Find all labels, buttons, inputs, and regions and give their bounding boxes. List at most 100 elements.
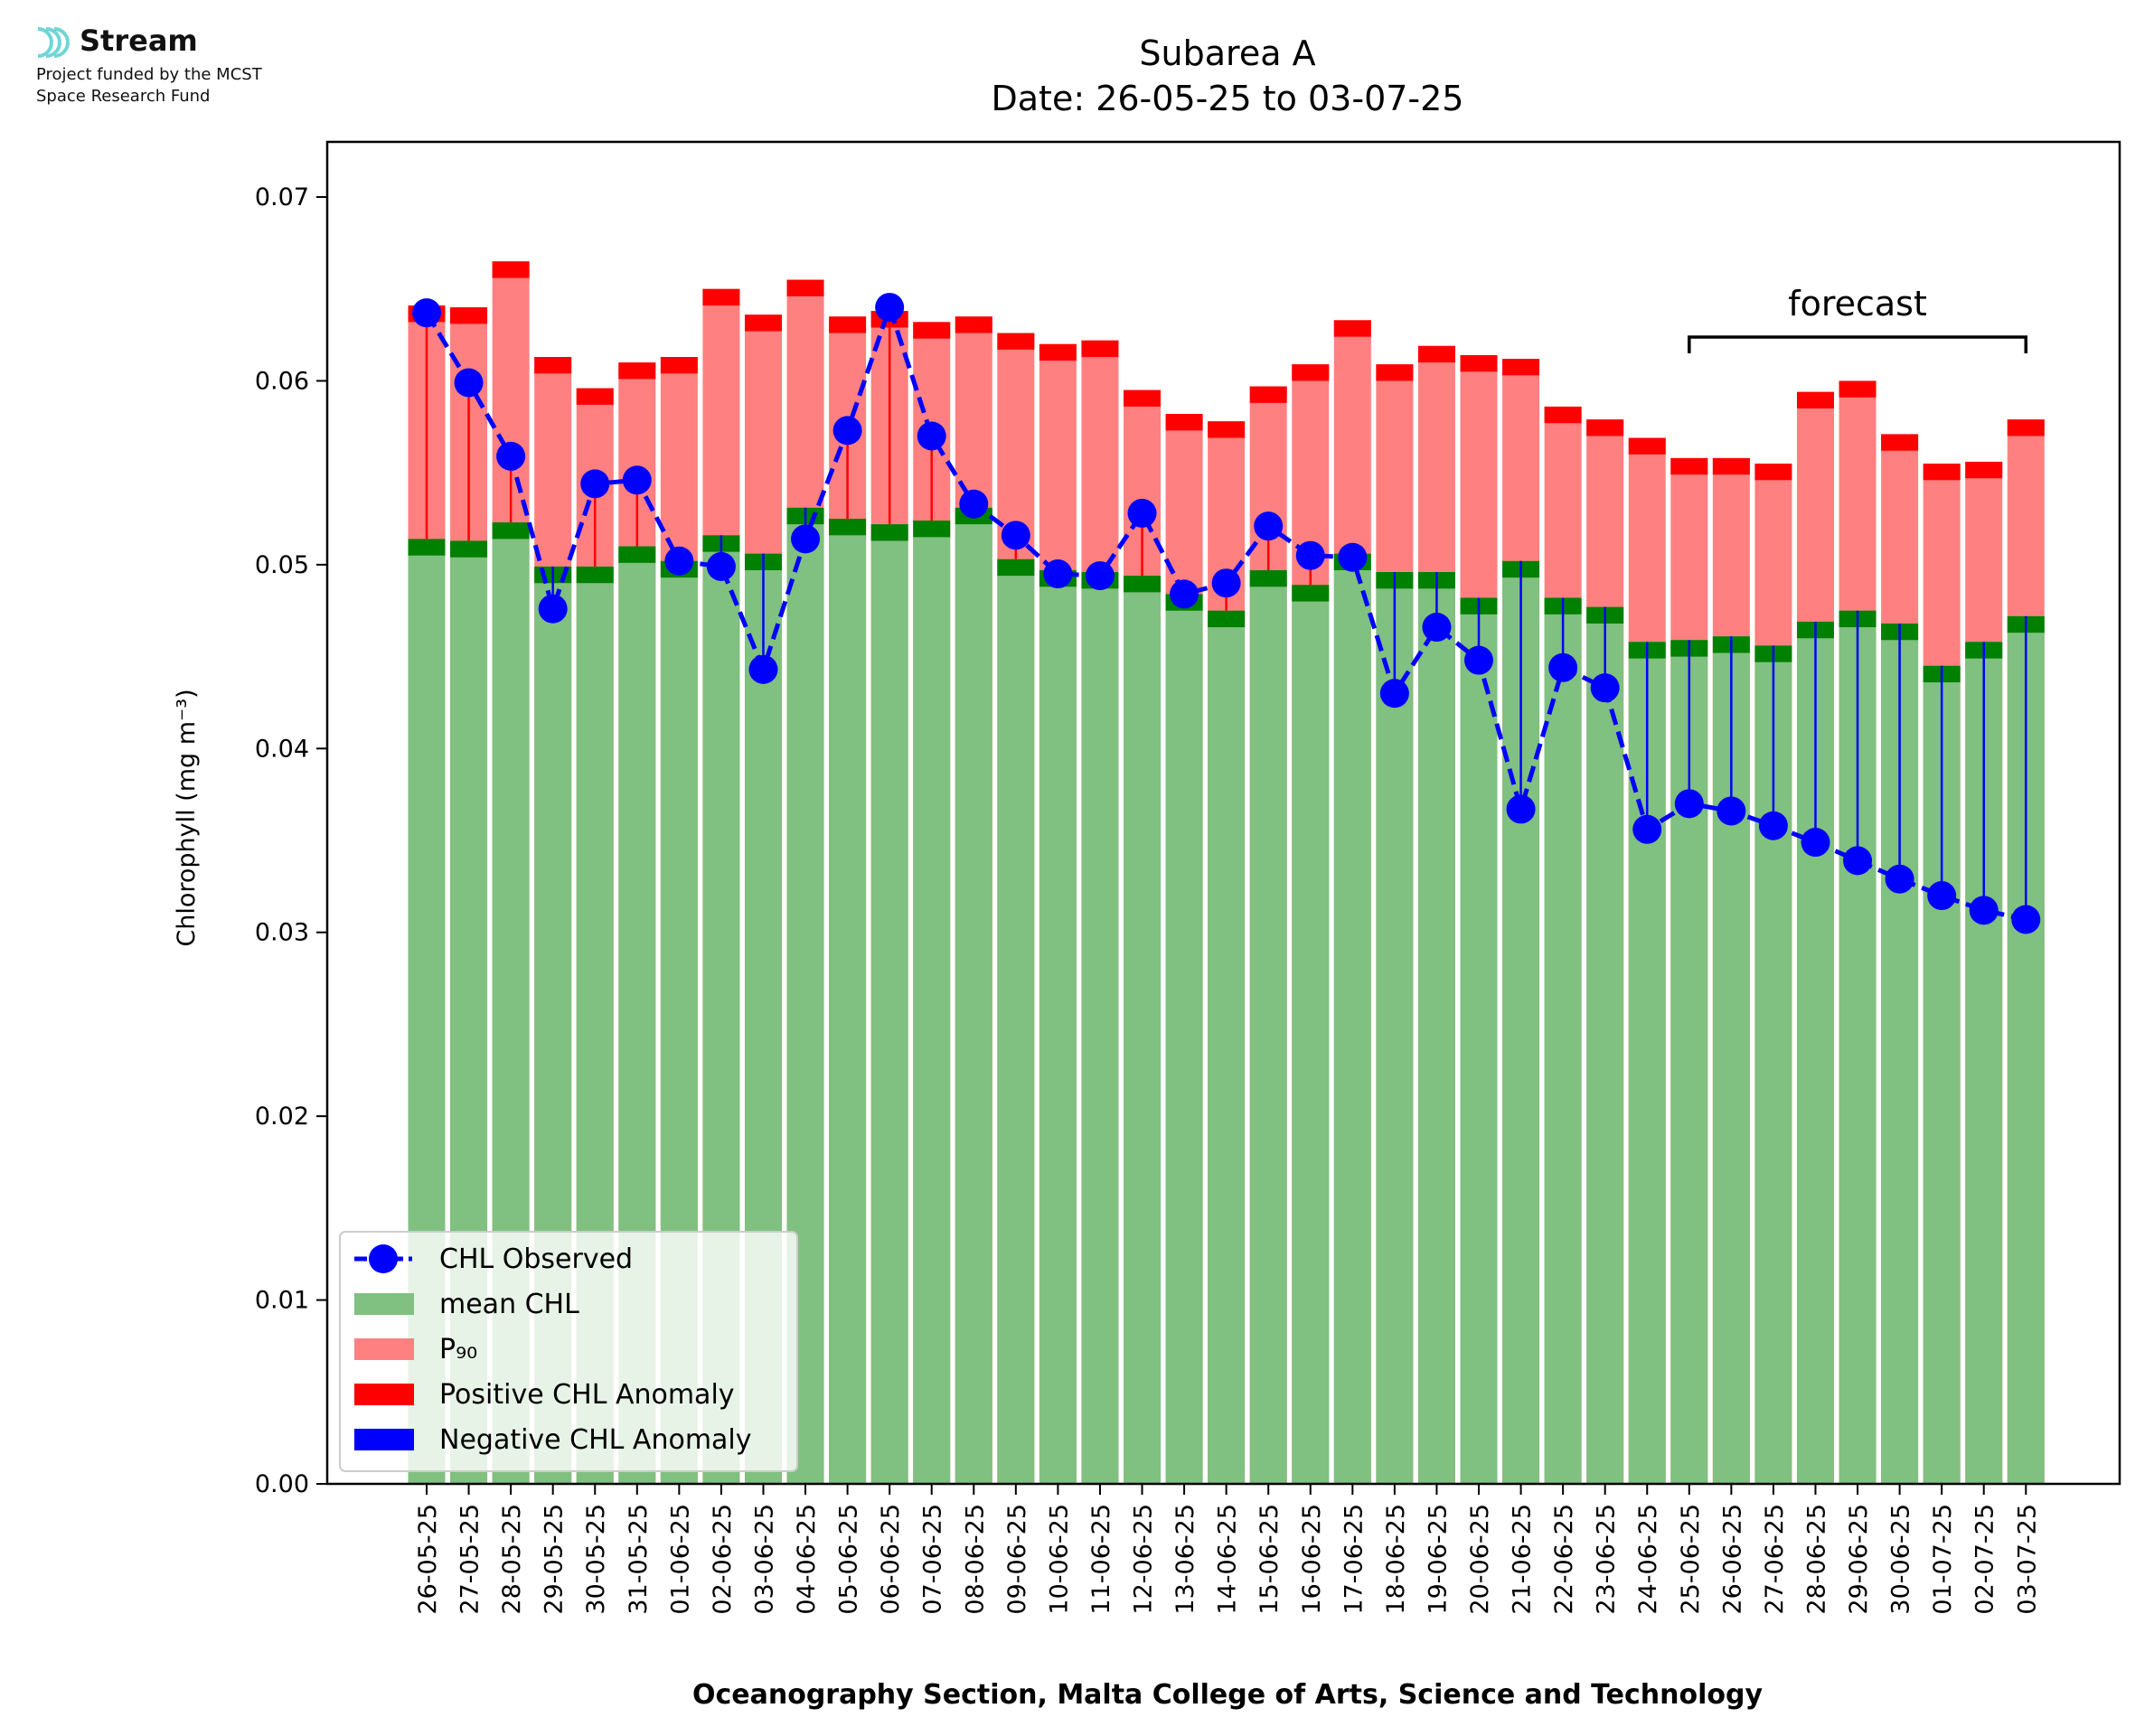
mean-bar bbox=[1376, 572, 1414, 1484]
x-tick-label: 04-06-25 bbox=[793, 1504, 821, 1615]
observed-point bbox=[959, 489, 989, 519]
p90-band bbox=[997, 333, 1035, 350]
forecast-bracket bbox=[1688, 335, 2028, 353]
p90-band bbox=[702, 288, 740, 306]
observed-point bbox=[1717, 796, 1746, 826]
x-tick-label: 23-06-25 bbox=[1593, 1504, 1621, 1615]
legend-swatch bbox=[354, 1338, 414, 1360]
mean-bar bbox=[955, 507, 992, 1484]
p90-band bbox=[786, 279, 824, 296]
p90-band bbox=[1502, 359, 1540, 376]
x-tick-label: 01-06-25 bbox=[666, 1504, 694, 1615]
y-tick-label: 0.01 bbox=[255, 1287, 309, 1315]
mean-band bbox=[450, 540, 488, 558]
p90-band bbox=[618, 362, 656, 380]
y-tick-label: 0.06 bbox=[255, 367, 309, 395]
x-tick-label: 19-06-25 bbox=[1424, 1504, 1452, 1615]
forecast-label: forecast bbox=[1788, 284, 1927, 324]
legend-swatch bbox=[354, 1429, 414, 1450]
bars-layer bbox=[408, 261, 2045, 1485]
mean-bar bbox=[997, 558, 1035, 1484]
x-tick-label: 03-06-25 bbox=[750, 1504, 778, 1615]
p90-band bbox=[1124, 389, 1162, 407]
legend-swatch bbox=[354, 1384, 414, 1405]
x-tick-label: 30-05-25 bbox=[582, 1504, 610, 1615]
x-tick-label: 27-06-25 bbox=[1761, 1504, 1789, 1615]
p90-band bbox=[829, 316, 867, 333]
observed-point bbox=[1464, 645, 1493, 675]
observed-point bbox=[622, 465, 652, 495]
p90-band bbox=[534, 357, 572, 374]
logo-wordmark: Stream bbox=[80, 23, 198, 58]
x-tick-label: 15-06-25 bbox=[1256, 1504, 1284, 1615]
x-tick-label: 02-07-25 bbox=[1971, 1504, 1999, 1615]
x-tick-label: 28-05-25 bbox=[498, 1504, 526, 1615]
observed-point bbox=[791, 524, 821, 554]
chart-title: Subarea A bbox=[1139, 33, 1315, 73]
observed-point bbox=[580, 469, 610, 499]
p90-band bbox=[660, 357, 698, 374]
y-tick-label: 0.04 bbox=[255, 735, 309, 763]
mean-bar bbox=[1544, 597, 1582, 1484]
x-tick-label: 02-06-25 bbox=[709, 1504, 737, 1615]
x-tick-label: 24-06-25 bbox=[1634, 1504, 1662, 1615]
observed-point bbox=[917, 421, 946, 451]
x-tick-label: 06-06-25 bbox=[877, 1504, 905, 1615]
observed-point bbox=[1211, 568, 1241, 598]
p90-band bbox=[1292, 364, 1330, 381]
observed-point bbox=[2011, 905, 2041, 934]
p90-band bbox=[1039, 343, 1077, 361]
mean-band bbox=[618, 546, 656, 563]
mean-bar bbox=[1039, 569, 1077, 1484]
observed-point bbox=[1254, 511, 1284, 541]
legend-box bbox=[339, 1231, 798, 1472]
observed-point bbox=[875, 293, 905, 323]
x-tick-label: 29-05-25 bbox=[541, 1504, 569, 1615]
mean-bar bbox=[1292, 585, 1330, 1484]
p90-band bbox=[450, 307, 488, 324]
observed-point bbox=[706, 551, 736, 581]
observed-point bbox=[1379, 679, 1409, 708]
mean-bar bbox=[1333, 553, 1371, 1485]
mean-bar bbox=[1586, 606, 1624, 1484]
observed-point bbox=[1295, 540, 1325, 570]
x-tick-label: 05-06-25 bbox=[835, 1504, 863, 1615]
mean-band bbox=[913, 521, 951, 538]
observed-point bbox=[1927, 881, 1957, 911]
observed-point bbox=[1338, 542, 1368, 572]
observed-point bbox=[1548, 652, 1578, 682]
mean-band bbox=[492, 522, 530, 540]
y-tick-label: 0.00 bbox=[255, 1470, 309, 1498]
observed-point bbox=[1043, 559, 1073, 589]
observed-point bbox=[412, 298, 441, 328]
observed-point bbox=[538, 594, 568, 624]
observed-point bbox=[496, 441, 526, 471]
x-tick-label: 28-06-25 bbox=[1802, 1504, 1830, 1615]
mean-band bbox=[1292, 585, 1330, 602]
mean-bar bbox=[1249, 569, 1287, 1484]
mean-band bbox=[829, 519, 867, 536]
p90-band bbox=[1208, 421, 1246, 438]
legend-label: Negative CHL Anomaly bbox=[439, 1424, 752, 1456]
x-tick-label: 16-06-25 bbox=[1298, 1504, 1326, 1615]
observed-line-layer bbox=[412, 293, 2041, 934]
p90-band bbox=[1586, 419, 1624, 436]
anomaly-stems-layer bbox=[425, 307, 2027, 920]
p90-band bbox=[576, 388, 614, 405]
legend-label: Positive CHL Anomaly bbox=[439, 1379, 735, 1411]
mean-bar bbox=[1165, 594, 1203, 1484]
funding-note-line2: Space Research Fund bbox=[36, 87, 211, 106]
x-tick-label: 25-06-25 bbox=[1677, 1504, 1705, 1615]
x-axis-label: Oceanography Section, Malta College of A… bbox=[692, 1679, 1764, 1711]
p90-band bbox=[1376, 364, 1414, 381]
x-tick-label: 01-07-25 bbox=[1929, 1504, 1957, 1615]
p90-band bbox=[1249, 386, 1287, 403]
observed-point bbox=[832, 416, 862, 446]
p90-band bbox=[1712, 457, 1750, 475]
mean-band bbox=[1208, 610, 1246, 628]
mean-bar bbox=[1081, 572, 1119, 1484]
x-tick-label: 13-06-25 bbox=[1171, 1504, 1199, 1615]
legend-swatch bbox=[354, 1293, 414, 1315]
stream-waves-icon bbox=[37, 27, 70, 58]
legend: CHL Observed mean CHL P₉₀ Positive CHL Anom… bbox=[339, 1231, 798, 1472]
